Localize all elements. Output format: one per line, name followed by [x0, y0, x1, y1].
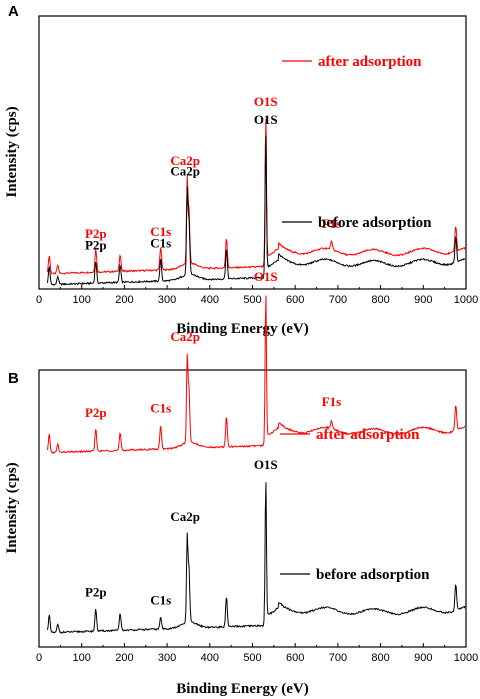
- x-axis-title: Binding Energy (eV): [176, 681, 309, 697]
- series-line-before: [47, 482, 466, 634]
- peak-label-f1s: F1s: [322, 216, 342, 231]
- x-axis-title: Binding Energy (eV): [176, 321, 309, 337]
- series-line-after: [47, 295, 466, 455]
- x-tick-label: 300: [158, 294, 176, 306]
- panel-letter: B: [8, 370, 19, 387]
- x-tick-label: 800: [371, 652, 389, 664]
- legend-label: after adsorption: [318, 54, 422, 70]
- peak-label-ca2p: Ca2p: [170, 153, 200, 168]
- peak-label-c1s: C1s: [150, 401, 171, 416]
- legend-label: before adsorption: [316, 567, 430, 583]
- x-tick-label: 100: [73, 294, 91, 306]
- peak-label-c1s: C1s: [150, 593, 171, 608]
- peak-label-o1s: O1S: [254, 269, 278, 284]
- x-tick-label: 300: [158, 652, 176, 664]
- panel-letter: A: [8, 3, 19, 20]
- x-tick-label: 0: [36, 652, 42, 664]
- x-tick-label: 700: [329, 294, 347, 306]
- x-tick-label: 500: [243, 652, 261, 664]
- x-tick-label: 700: [329, 652, 347, 664]
- x-tick-label: 600: [286, 652, 304, 664]
- x-tick-label: 100: [73, 652, 91, 664]
- x-tick-label: 900: [414, 652, 432, 664]
- x-tick-label: 1000: [454, 652, 478, 664]
- y-axis-title: Intensity (cps): [4, 462, 20, 553]
- x-tick-label: 200: [115, 652, 133, 664]
- x-tick-label: 500: [243, 294, 261, 306]
- y-axis-title: Intensity (cps): [4, 106, 20, 197]
- peak-label-ca2p: Ca2p: [170, 164, 200, 179]
- peak-label-o1s: O1S: [254, 457, 278, 472]
- x-tick-label: 400: [201, 652, 219, 664]
- legend-label: after adsorption: [316, 427, 420, 443]
- legend-label: before adsorption: [318, 215, 432, 231]
- peak-label-ca2p: Ca2p: [170, 509, 200, 524]
- peak-label-f1s: F1s: [322, 394, 342, 409]
- peak-label-c1s: C1s: [150, 236, 171, 251]
- peak-label-o1s: O1S: [254, 112, 278, 127]
- peak-label-ca2p: Ca2p: [170, 329, 200, 344]
- x-tick-label: 400: [201, 294, 219, 306]
- peak-label-p2p: P2p: [85, 226, 107, 241]
- x-tick-label: 200: [115, 294, 133, 306]
- series-line-before: [47, 135, 466, 287]
- peak-label-p2p: P2p: [85, 238, 107, 253]
- x-tick-label: 800: [371, 294, 389, 306]
- chart-panel-B: B0 100 200 300 400 500 600 700 800 900 1000Binding…: [4, 269, 478, 697]
- x-tick-label: 900: [414, 294, 432, 306]
- chart-panel-A: A 0 100 200 300 400 500 600 700 800 900 1000 Binding…: [4, 3, 478, 337]
- peak-label-p2p: P2p: [85, 585, 107, 600]
- x-tick-label: 0: [36, 294, 42, 306]
- peak-label-p2p: P2p: [85, 405, 107, 420]
- series-line-after: [47, 118, 466, 275]
- x-tick-label: 600: [286, 294, 304, 306]
- peak-label-o1s: O1S: [254, 94, 278, 109]
- x-tick-label: 1000: [454, 294, 478, 306]
- peak-label-c1s: C1s: [150, 224, 171, 239]
